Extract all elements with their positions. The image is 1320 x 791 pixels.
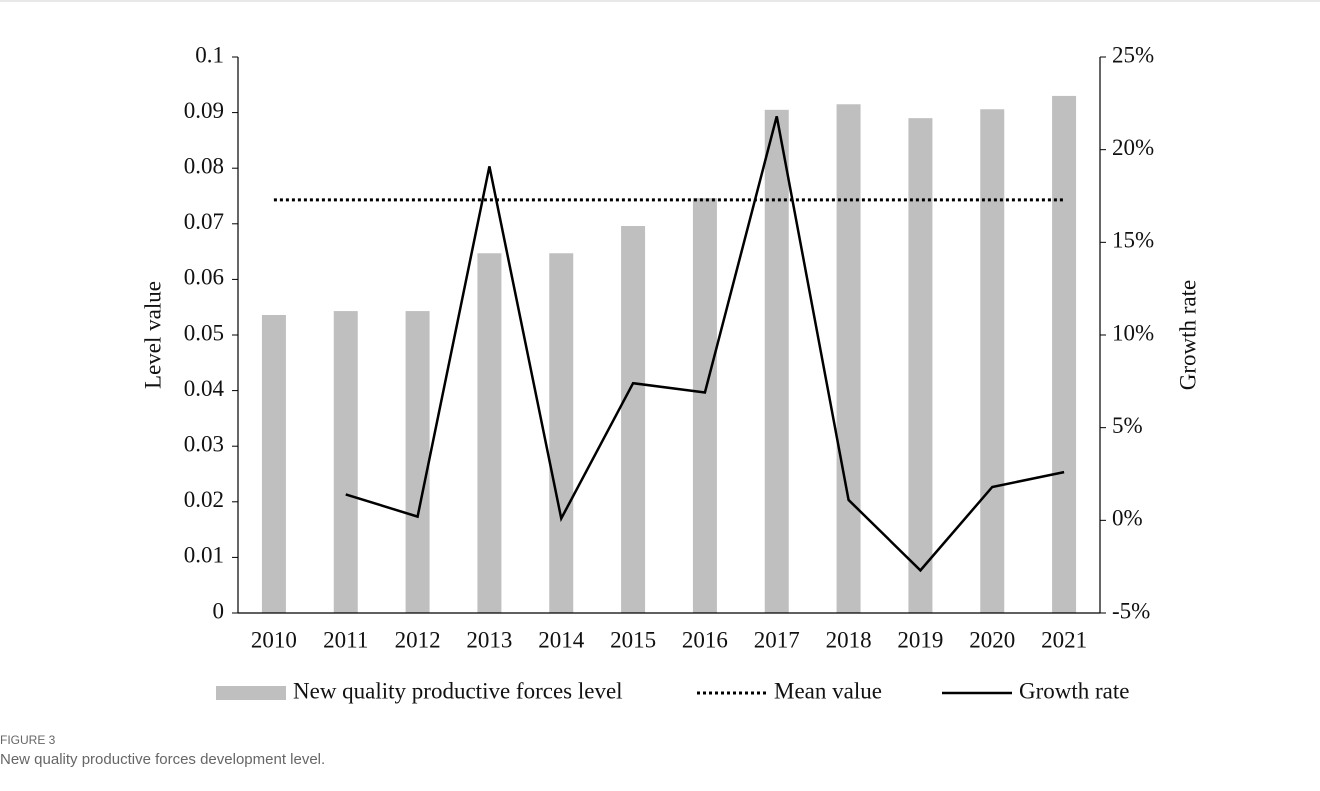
bar (549, 253, 574, 613)
x-tick-label: 2015 (610, 627, 656, 652)
y-tick-label: 0.1 (195, 42, 224, 67)
x-tick-label: 2012 (395, 627, 441, 652)
figure-label: FIGURE 3 (0, 733, 56, 747)
growth-line (345, 115, 1065, 573)
y-tick-label: 0.08 (184, 153, 224, 178)
y2-tick-label: 25% (1112, 42, 1154, 67)
y2-tick-label: 20% (1112, 135, 1154, 160)
y-tick-label: 0.01 (184, 543, 224, 568)
y-tick-label: 0.05 (184, 320, 224, 345)
y2-tick-label: 5% (1112, 413, 1143, 438)
caption: New quality productive forces developmen… (0, 751, 325, 768)
y2-tick-label: 15% (1112, 228, 1154, 253)
x-tick-label: 2020 (969, 627, 1015, 652)
legend-label: Mean value (774, 678, 882, 703)
x-tick-label: 2021 (1041, 627, 1087, 652)
bar (836, 104, 861, 613)
legend-label: New quality productive forces level (293, 678, 623, 703)
x-tick-label: 2010 (251, 627, 297, 652)
bar (764, 109, 789, 613)
y-tick-label: 0.09 (184, 98, 224, 123)
x-tick-label: 2014 (538, 627, 585, 652)
y-tick-label: 0.06 (184, 265, 224, 290)
bar (908, 118, 933, 613)
legend-label: Growth rate (1019, 678, 1130, 703)
bar (1052, 95, 1077, 614)
y-tick-label: 0.07 (184, 209, 224, 234)
y2-tick-label: 0% (1112, 506, 1143, 531)
bar (980, 109, 1005, 613)
y-tick-label: 0.03 (184, 431, 224, 456)
legend-swatch (216, 686, 286, 700)
bar (261, 314, 286, 613)
bar (477, 253, 502, 613)
y2-tick-label: -5% (1112, 598, 1150, 623)
y2-tick-label: 10% (1112, 320, 1154, 345)
y-tick-label: 0.04 (184, 376, 225, 401)
x-tick-label: 2016 (682, 627, 728, 652)
x-tick-label: 2011 (323, 627, 368, 652)
x-tick-label: 2017 (754, 627, 800, 652)
bar (333, 311, 358, 613)
y-axis-title: Level value (140, 281, 165, 389)
y-tick-label: 0.02 (184, 487, 224, 512)
bar (621, 226, 646, 614)
bar (692, 198, 717, 613)
y-tick-label: 0 (213, 598, 225, 623)
x-tick-label: 2018 (826, 627, 872, 652)
bar (405, 311, 430, 613)
x-tick-label: 2013 (466, 627, 512, 652)
x-tick-label: 2019 (897, 627, 943, 652)
y2-axis-title: Growth rate (1175, 280, 1200, 391)
